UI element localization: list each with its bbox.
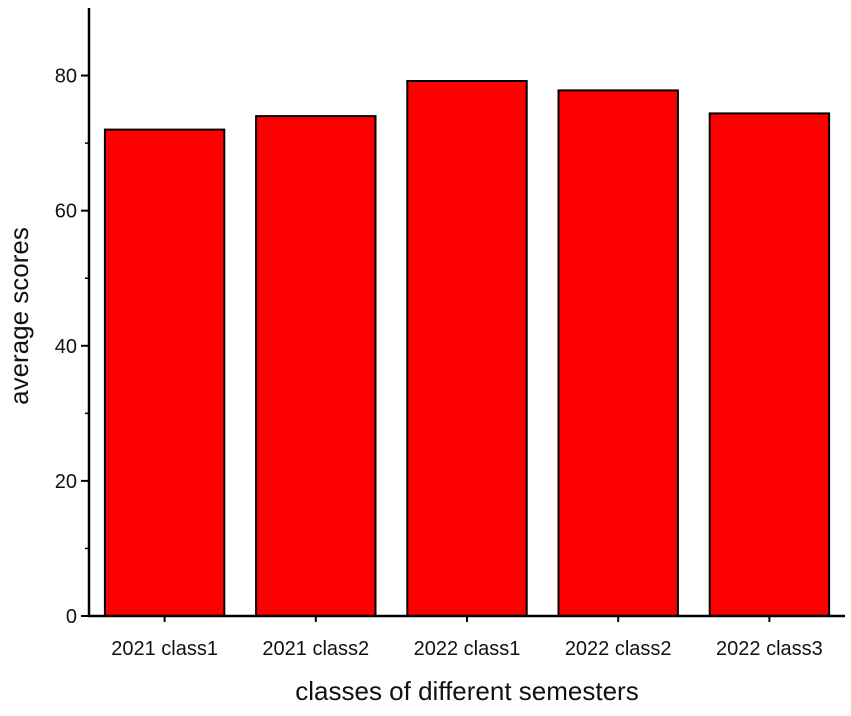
bar-2022-class1 — [406, 80, 528, 617]
x-axis-title: classes of different semesters — [295, 676, 638, 706]
y-tick-label: 80 — [55, 66, 77, 88]
x-tick-label: 2022 class1 — [414, 638, 521, 660]
bars-group — [103, 80, 831, 618]
x-tick-label: 2021 class1 — [111, 638, 218, 660]
x-tick-label: 2022 class2 — [565, 638, 672, 660]
y-tick-label: 60 — [55, 201, 77, 223]
bar-2021-class2 — [255, 115, 377, 617]
x-axis-ticks: 2021 class1 2021 class2 2022 class1 2022 cl… — [111, 616, 823, 660]
bar-2022-class2 — [557, 89, 679, 617]
bar-2021-class1 — [103, 128, 226, 617]
x-tick-label: 2021 class2 — [262, 638, 369, 660]
y-tick-label: 40 — [55, 336, 77, 358]
y-axis-ticks: 0 20 40 60 80 — [55, 66, 89, 628]
x-tick-label: 2022 class3 — [716, 638, 823, 660]
y-tick-label: 0 — [66, 606, 77, 628]
y-axis-title: average scores — [4, 227, 34, 405]
bar-2022-class3 — [708, 112, 831, 618]
y-tick-label: 20 — [55, 471, 77, 493]
